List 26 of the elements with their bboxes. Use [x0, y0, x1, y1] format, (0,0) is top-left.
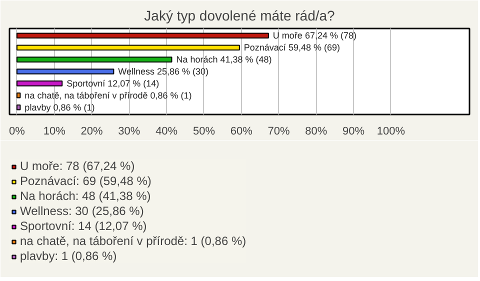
x-tick-label: 100%: [376, 126, 406, 138]
x-tick-label: 30%: [118, 126, 140, 138]
x-tick-label: 20%: [80, 126, 104, 138]
x-tick-label: 60%: [230, 126, 253, 138]
data-label: Wellness 25,86 % (30): [118, 66, 209, 76]
data-label: Poznávací 59,48 % (69): [244, 42, 340, 53]
legend-label: Wellness: 30 (25,86 %): [20, 204, 144, 218]
data-label: Na horách 41,38 % (48): [176, 54, 272, 65]
x-tick-label: 70%: [268, 126, 290, 138]
legend-label: Poznávací: 69 (59,48 %): [20, 174, 152, 188]
data-label: Sportovní 12,07 % (14): [66, 78, 160, 88]
legend-label: Sportovní: 14 (12,07 %): [20, 219, 147, 233]
x-tick-label: 80%: [305, 126, 328, 138]
data-label: U moře 67,24 % (78): [272, 30, 356, 41]
data-label: plavby 0,86 % (1): [24, 102, 95, 112]
legend-label: Na horách: 48 (41,38 %): [20, 189, 151, 203]
x-tick-label: 50%: [192, 126, 216, 138]
legend-label: plavby: 1 (0,86 %): [20, 249, 117, 263]
data-label: na chatě, na táboření v přírodě 0,86 % (1): [24, 90, 192, 100]
x-tick-label: 0%: [9, 126, 26, 138]
chart-title: Jaký typ dovolené máte rád/a?: [144, 8, 336, 24]
x-tick-label: 90%: [342, 126, 365, 138]
x-tick-label: 10%: [43, 126, 66, 138]
legend-label: U moře: 78 (67,24 %): [20, 159, 135, 173]
legend-label: na chatě, na táboření v přírodě: 1 (0,86 %): [20, 234, 246, 248]
x-tick-label: 40%: [156, 126, 178, 138]
